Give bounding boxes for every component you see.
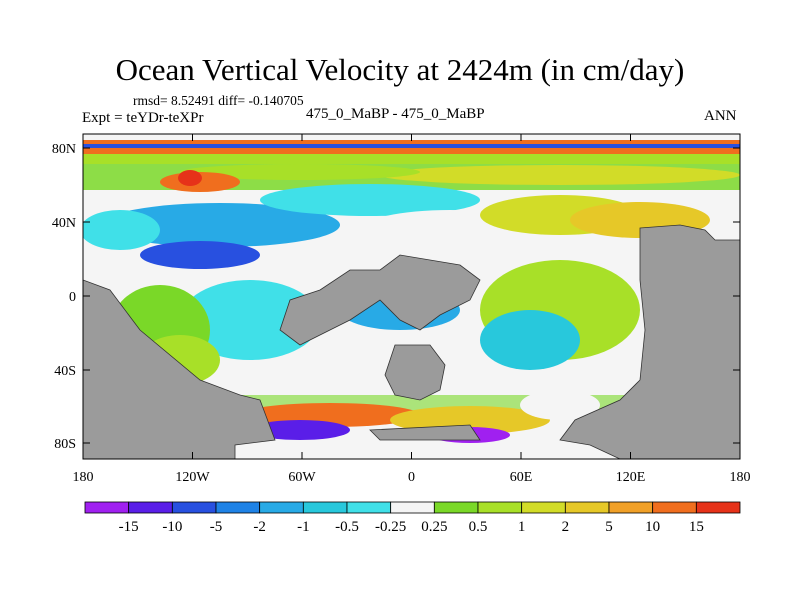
colorbar-label: 0.5 — [469, 519, 488, 535]
colorbar-swatch — [259, 501, 304, 514]
period-label: 475_0_MaBP - 475_0_MaBP — [306, 106, 485, 122]
x-tick-label: 180 — [730, 470, 751, 485]
colorbar-label: 15 — [689, 519, 704, 535]
colorbar-label: -5 — [210, 519, 223, 535]
stats-label: rmsd= 8.52491 diff= -0.140705 — [133, 93, 304, 108]
colorbar-swatch — [215, 501, 261, 514]
land-south-strip — [369, 424, 481, 441]
y-tick-label: 80N — [52, 142, 76, 157]
colorbar-swatch — [302, 501, 348, 514]
x-tick-label: 0 — [408, 470, 415, 485]
colorbar-swatch — [608, 501, 654, 514]
y-axis: 80N 40N 0 40S 80S — [52, 142, 740, 452]
x-tick-label: 120W — [175, 470, 210, 485]
colorbar-label: -1 — [297, 519, 310, 535]
colorbar-label: 1 — [518, 519, 526, 535]
y-tick-label: 0 — [69, 290, 76, 305]
land-east — [559, 224, 740, 459]
colorbar: -15 -10 -5 -2 -1 -0.5 -0.25 0.25 0.5 1 2 5 10 15 — [84, 501, 741, 535]
x-tick-label: 60E — [510, 470, 533, 485]
experiment-label: Expt = teYDr-teXPr — [82, 110, 204, 126]
colorbar-swatch — [695, 501, 741, 514]
colorbar-label: 10 — [645, 519, 660, 535]
colorbar-swatch — [390, 501, 435, 514]
colorbar-swatch — [652, 501, 697, 514]
colorbar-label: -10 — [162, 519, 182, 535]
colorbar-swatch — [521, 501, 566, 514]
y-tick-label: 40N — [52, 216, 76, 231]
land-central — [279, 254, 481, 346]
land-masses — [83, 224, 740, 459]
colorbar-label: 0.25 — [421, 519, 447, 535]
colorbar-swatch — [346, 501, 392, 514]
colorbar-swatch — [84, 501, 130, 514]
colorbar-swatch — [564, 501, 610, 514]
land-southwest — [83, 279, 276, 459]
season-label: ANN — [704, 108, 737, 124]
colorbar-swatch — [128, 501, 173, 514]
y-tick-label: 80S — [54, 437, 76, 452]
land-island — [384, 344, 446, 401]
colorbar-swatch — [477, 501, 523, 514]
colorbar-label: 5 — [605, 519, 613, 535]
x-tick-label: 120E — [616, 470, 646, 485]
map-field — [83, 134, 740, 459]
x-tick-label: 60W — [288, 470, 316, 485]
x-axis: 180 120W 60W 0 60E 120E 180 — [73, 134, 751, 485]
colorbar-label: -0.25 — [375, 519, 406, 535]
y-tick-label: 40S — [54, 364, 76, 379]
map-title: Ocean Vertical Velocity at 2424m (in cm/… — [115, 52, 685, 87]
x-tick-label: 180 — [73, 470, 94, 485]
colorbar-label: 2 — [562, 519, 570, 535]
colorbar-label: -15 — [119, 519, 139, 535]
colorbar-label: -2 — [253, 519, 266, 535]
colorbar-swatch — [171, 501, 217, 514]
colorbar-swatch — [433, 501, 479, 514]
colorbar-label: -0.5 — [335, 519, 359, 535]
